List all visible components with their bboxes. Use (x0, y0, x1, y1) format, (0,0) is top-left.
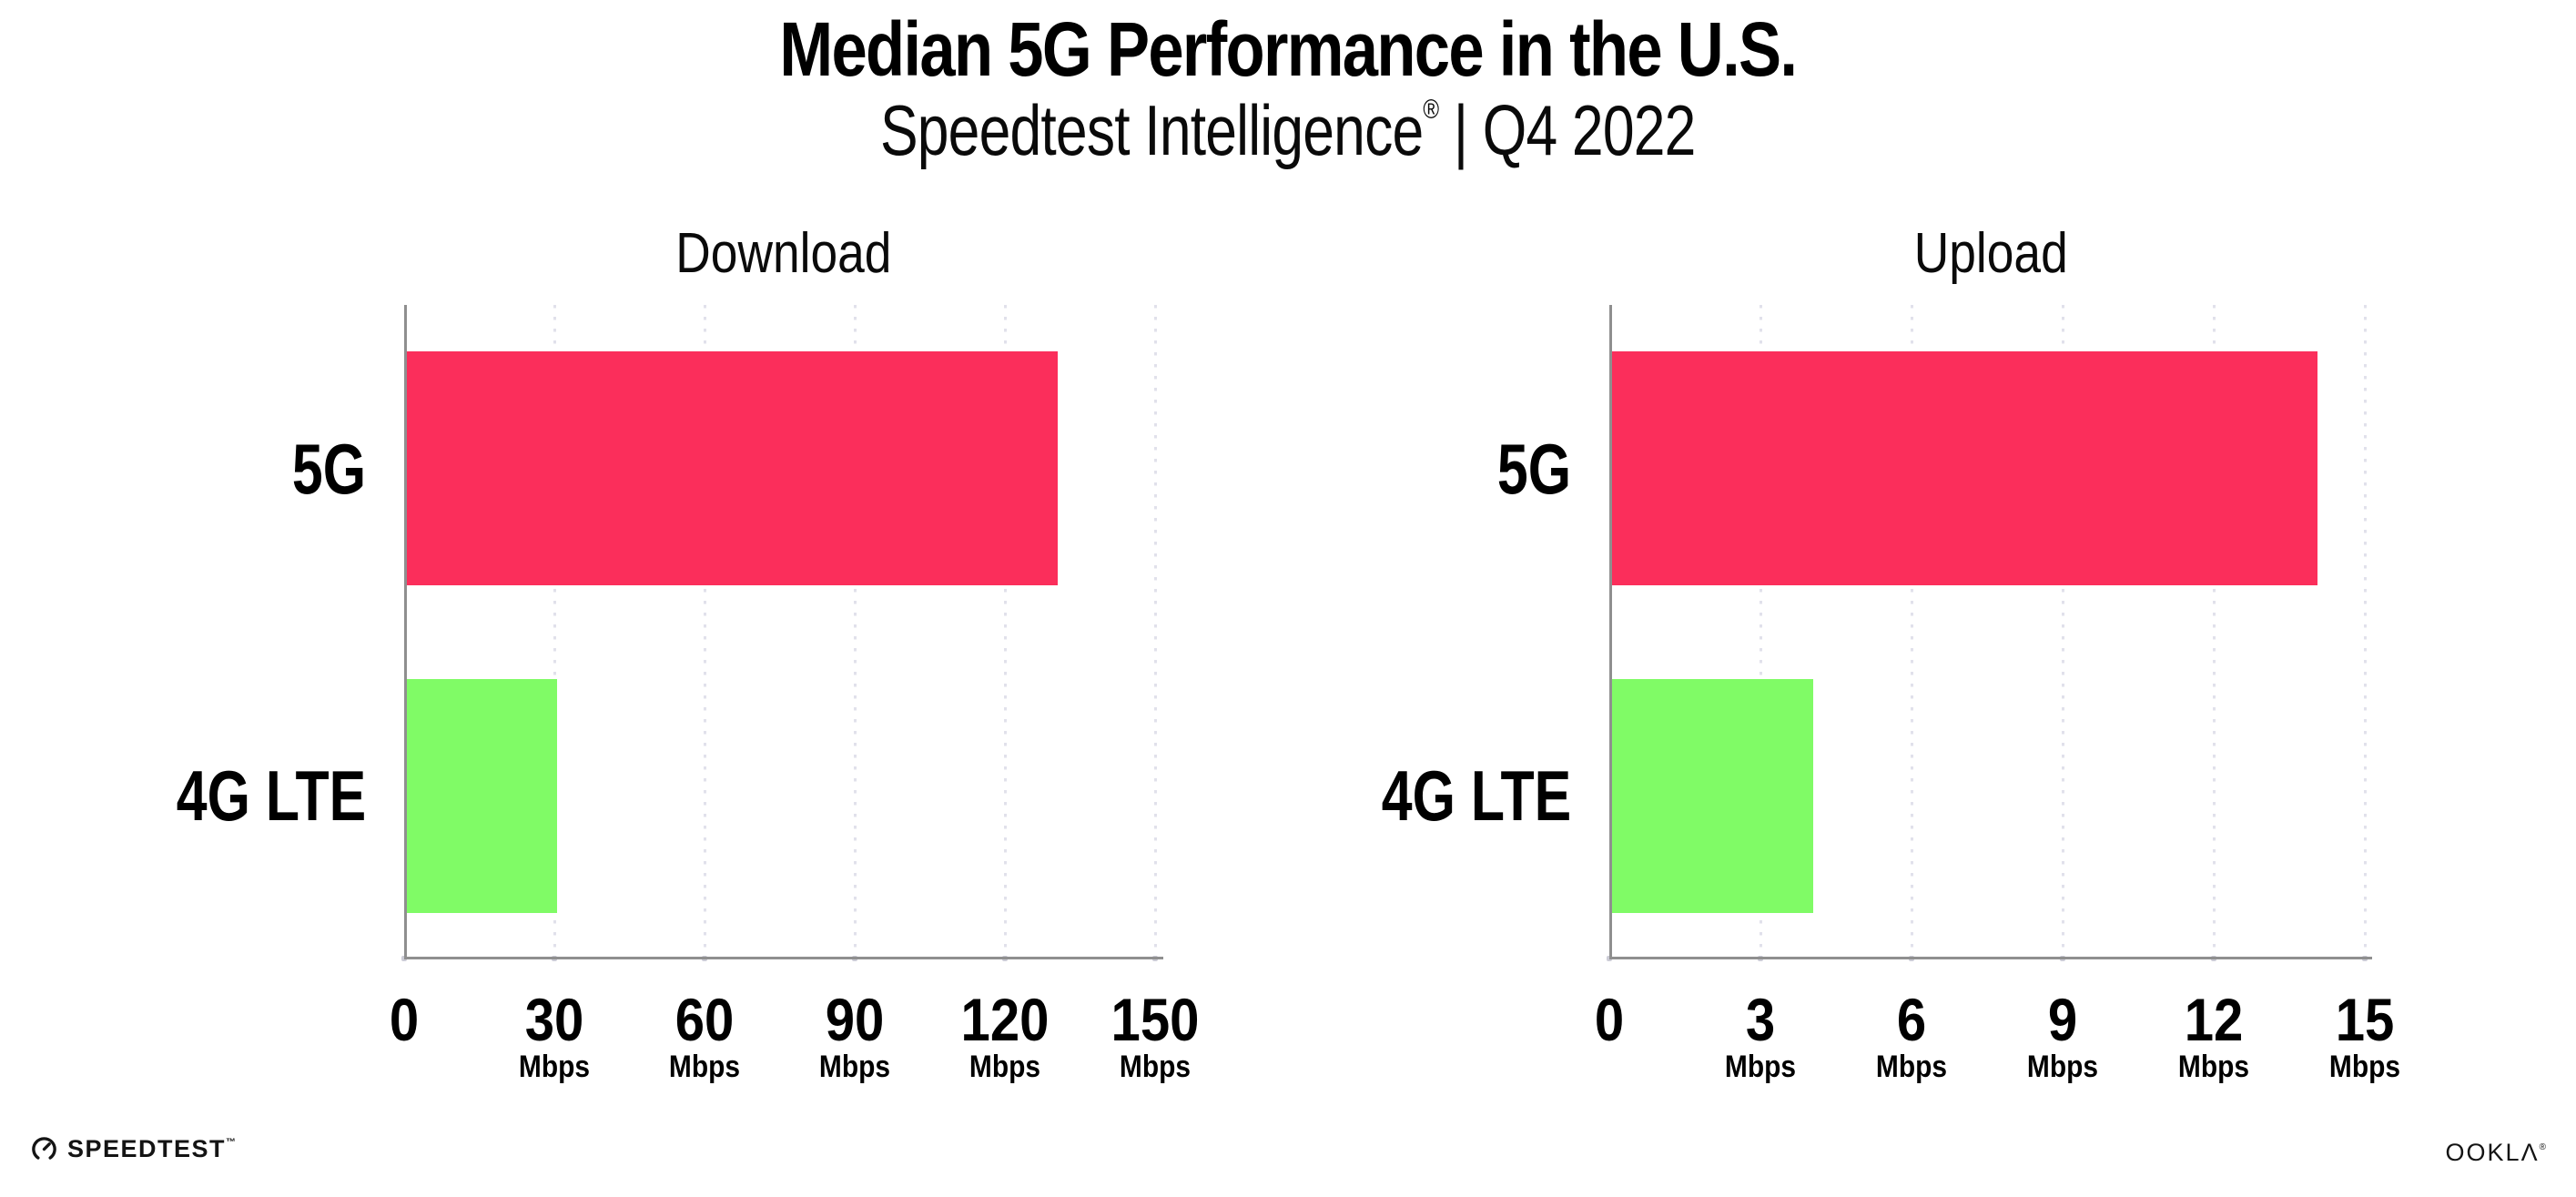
bar-5g (407, 351, 1058, 585)
gridline (1760, 305, 1762, 957)
upload-chart-title: Upload (1913, 222, 2068, 285)
speedtest-gauge-icon (32, 1137, 56, 1160)
x-tick-label: 0 (1594, 986, 1625, 1053)
gridline (854, 305, 857, 957)
bar-5g (1612, 351, 2317, 585)
trademark-mark: ™ (226, 1137, 237, 1148)
subtitle-brand: Speedtest Intelligence (880, 90, 1424, 170)
gridline (1154, 305, 1157, 957)
y-category-label: 4G LTE (1381, 756, 1571, 836)
ookla-logo-text: OOKLΛ (2445, 1139, 2540, 1166)
gridline (553, 305, 556, 957)
x-tick-label: 12 (2184, 986, 2244, 1053)
ookla-logo: OOKLΛ® (2446, 1139, 2546, 1167)
page-title-text: Median 5G Performance in the U.S. (779, 6, 1799, 92)
x-tick-unit: Mbps (2328, 1050, 2401, 1084)
gridline (704, 305, 706, 957)
gridline (2364, 305, 2367, 957)
y-category-label: 4G LTE (176, 756, 366, 836)
y-axis-line (404, 305, 407, 959)
upload-plot-area: 0 3 Mbps 6 Mbps 9 Mbps 12 Mbps 15 Mbps 5G 4G LTE (1382, 305, 2400, 1082)
x-tick-label: 60 (674, 986, 735, 1053)
speedtest-logo: SPEEDTEST™ (30, 1135, 236, 1163)
bar-4g_lte (407, 679, 557, 913)
subtitle: Speedtest Intelligence® | Q4 2022 (0, 95, 2576, 166)
subtitle-text: Speedtest Intelligence® | Q4 2022 (880, 95, 1696, 166)
x-tick-label: 90 (825, 986, 885, 1053)
x-tick-unit: Mbps (969, 1050, 1041, 1084)
x-tick-label: 6 (1896, 986, 1927, 1053)
x-tick-label: 150 (1111, 986, 1200, 1053)
x-tick-label: 0 (389, 986, 420, 1053)
x-tick-unit: Mbps (2026, 1050, 2099, 1084)
x-tick-label: 120 (960, 986, 1050, 1053)
ookla-registered-mark: ® (2539, 1142, 2546, 1152)
x-tick-label: 9 (2047, 986, 2078, 1053)
page-title: Median 5G Performance in the U.S. (0, 11, 2576, 87)
x-axis-line (1609, 957, 2372, 959)
speedtest-logo-text: SPEEDTEST™ (67, 1135, 237, 1162)
x-tick-unit: Mbps (818, 1050, 891, 1084)
bar-4g_lte (1612, 679, 1813, 913)
x-tick-label: 3 (1745, 986, 1776, 1053)
download-chart-title: Download (675, 222, 892, 285)
x-tick-unit: Mbps (668, 1050, 741, 1084)
x-tick-unit: Mbps (518, 1050, 591, 1084)
download-plot-area: 0 30 Mbps 60 Mbps 90 Mbps 120 Mbps 150 Mbps 5G 4G LT… (177, 305, 1199, 1082)
x-tick-unit: Mbps (1119, 1050, 1192, 1084)
x-tick-label: 15 (2335, 986, 2395, 1053)
y-axis-line (1609, 305, 1612, 959)
y-category-label: 5G (1496, 429, 1571, 509)
x-axis-line (404, 957, 1163, 959)
subtitle-period: | Q4 2022 (1438, 90, 1697, 170)
x-tick-unit: Mbps (2177, 1050, 2250, 1084)
x-tick-unit: Mbps (1724, 1050, 1797, 1084)
x-tick-unit: Mbps (1875, 1050, 1948, 1084)
x-tick-label: 30 (524, 986, 584, 1053)
gridline (2213, 305, 2216, 957)
y-category-label: 5G (291, 429, 366, 509)
gridline (2062, 305, 2064, 957)
registered-mark: ® (1423, 95, 1440, 125)
gridline (1911, 305, 1913, 957)
gridline (1004, 305, 1007, 957)
